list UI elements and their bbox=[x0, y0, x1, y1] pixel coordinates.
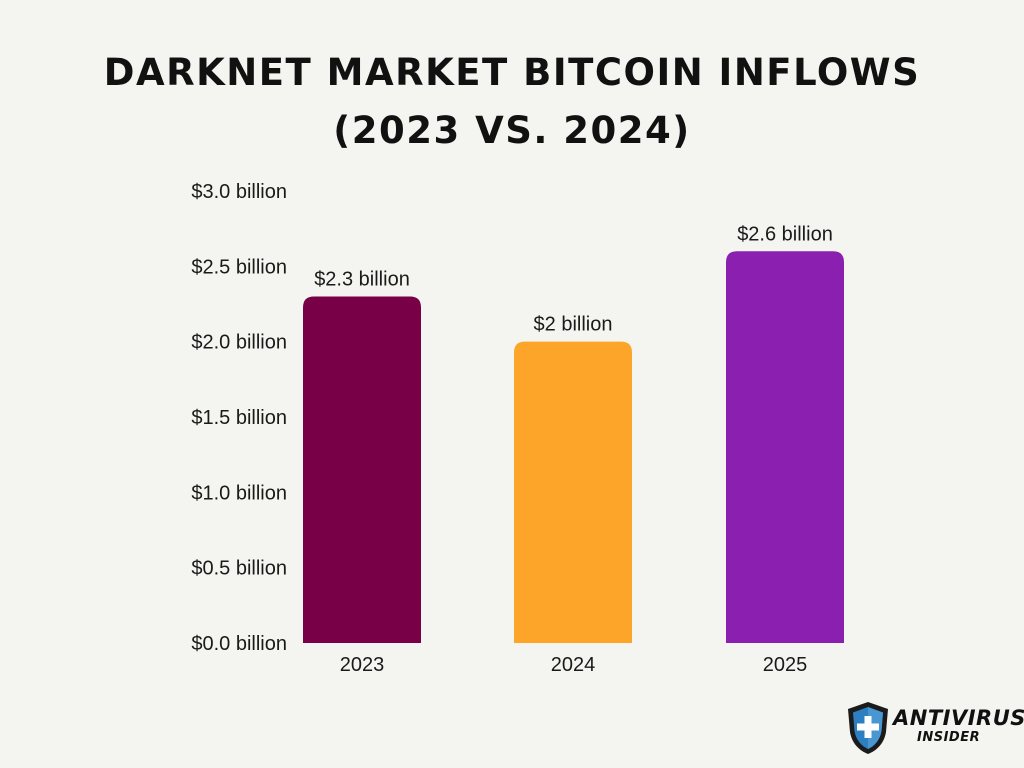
y-tick-label: $0.5 billion bbox=[191, 558, 287, 580]
y-tick-label: $1.5 billion bbox=[191, 407, 287, 429]
x-tick-label: 2025 bbox=[763, 654, 808, 676]
x-tick-label: 2024 bbox=[551, 654, 596, 676]
antivirus-insider-logo: ANTIVIRUS INSIDER bbox=[845, 700, 1024, 756]
chart-title: Darknet Market Bitcoin Inflows (2023 vs.… bbox=[0, 44, 1024, 160]
data-label: $2 billion bbox=[534, 314, 613, 336]
y-tick-label: $2.5 billion bbox=[191, 256, 287, 278]
bar bbox=[514, 341, 632, 643]
data-label: $2.6 billion bbox=[737, 223, 833, 245]
y-tick-label: $0.0 billion bbox=[191, 633, 287, 655]
x-axis: 2023 2024 2025 bbox=[340, 654, 808, 676]
y-tick-label: $1.0 billion bbox=[191, 482, 287, 504]
bar bbox=[303, 296, 421, 643]
logo-text-top: ANTIVIRUS bbox=[893, 706, 1024, 730]
data-label: $2.3 billion bbox=[314, 268, 410, 290]
y-axis: $0.0 billion $0.5 billion $1.0 billion $1.5… bbox=[191, 181, 287, 655]
x-tick-label: 2023 bbox=[340, 654, 385, 676]
shield-cross-icon bbox=[848, 702, 888, 754]
chart-title-line-2: (2023 vs. 2024) bbox=[333, 109, 691, 152]
logo-text-bottom: INSIDER bbox=[917, 730, 981, 745]
chart-title-line-1: Darknet Market Bitcoin Inflows bbox=[103, 51, 921, 94]
bar bbox=[726, 251, 844, 643]
bars: $2.3 billion $2 billion $2.6 billion bbox=[303, 223, 844, 643]
y-tick-label: $2.0 billion bbox=[191, 332, 287, 354]
y-tick-label: $3.0 billion bbox=[191, 181, 287, 203]
